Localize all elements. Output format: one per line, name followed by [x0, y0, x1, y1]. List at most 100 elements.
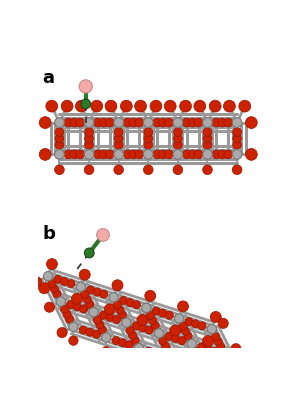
Circle shape [129, 332, 136, 339]
Circle shape [165, 333, 173, 341]
Circle shape [212, 151, 221, 160]
Circle shape [164, 347, 172, 355]
Circle shape [198, 322, 206, 330]
Circle shape [112, 280, 123, 291]
Circle shape [217, 343, 225, 351]
Circle shape [132, 322, 140, 330]
Circle shape [46, 101, 58, 113]
Circle shape [120, 101, 132, 113]
Circle shape [85, 141, 93, 150]
Circle shape [123, 119, 132, 128]
Circle shape [73, 303, 81, 311]
Circle shape [211, 347, 219, 355]
Circle shape [48, 280, 56, 288]
Circle shape [220, 350, 229, 359]
Circle shape [232, 389, 242, 398]
Circle shape [135, 101, 146, 113]
Circle shape [71, 294, 82, 305]
Circle shape [182, 119, 191, 128]
Circle shape [182, 327, 190, 335]
Circle shape [173, 141, 182, 150]
Circle shape [61, 306, 69, 313]
Circle shape [105, 151, 114, 160]
Circle shape [106, 314, 114, 321]
Circle shape [202, 336, 214, 347]
Circle shape [70, 119, 79, 128]
Circle shape [203, 166, 212, 175]
Circle shape [203, 150, 212, 160]
Circle shape [114, 119, 124, 128]
Circle shape [159, 151, 167, 160]
Circle shape [245, 117, 257, 129]
Circle shape [194, 353, 202, 361]
Circle shape [79, 326, 87, 334]
Circle shape [175, 314, 184, 323]
Circle shape [66, 315, 74, 324]
Circle shape [97, 229, 110, 242]
Circle shape [173, 128, 182, 137]
Circle shape [53, 290, 61, 298]
Circle shape [105, 119, 114, 128]
Circle shape [173, 119, 183, 128]
Circle shape [55, 135, 64, 144]
Circle shape [39, 149, 51, 161]
Circle shape [89, 308, 98, 317]
Circle shape [224, 151, 233, 160]
Circle shape [80, 305, 88, 313]
Circle shape [76, 282, 86, 292]
Circle shape [149, 317, 157, 325]
Circle shape [85, 128, 93, 137]
Circle shape [167, 354, 176, 363]
Circle shape [133, 301, 140, 309]
Circle shape [165, 312, 173, 319]
Circle shape [137, 315, 148, 326]
Circle shape [81, 291, 89, 299]
Circle shape [99, 312, 107, 319]
Circle shape [81, 100, 91, 110]
Circle shape [184, 333, 192, 340]
Circle shape [86, 328, 94, 336]
Circle shape [91, 101, 103, 113]
Circle shape [94, 119, 102, 128]
Circle shape [224, 119, 233, 128]
Circle shape [129, 119, 138, 128]
Circle shape [101, 347, 111, 356]
Circle shape [244, 369, 254, 379]
Circle shape [145, 326, 153, 334]
Circle shape [84, 248, 94, 258]
Circle shape [101, 333, 111, 342]
Circle shape [143, 150, 153, 160]
Circle shape [135, 119, 144, 128]
Circle shape [126, 326, 134, 335]
Circle shape [146, 312, 154, 320]
Circle shape [86, 301, 94, 309]
Circle shape [194, 119, 203, 128]
Circle shape [197, 358, 205, 366]
Circle shape [209, 101, 221, 113]
Circle shape [44, 272, 53, 281]
Circle shape [144, 135, 153, 144]
Text: a: a [42, 69, 54, 87]
Circle shape [171, 335, 179, 343]
Circle shape [129, 151, 138, 160]
Circle shape [232, 150, 242, 160]
Circle shape [204, 345, 212, 353]
Circle shape [233, 135, 242, 144]
Circle shape [57, 328, 67, 338]
Circle shape [70, 151, 79, 160]
Circle shape [191, 320, 200, 328]
Circle shape [64, 151, 73, 160]
Circle shape [79, 270, 90, 281]
Circle shape [233, 141, 242, 150]
Circle shape [153, 119, 161, 128]
Circle shape [245, 149, 257, 161]
Circle shape [232, 166, 242, 175]
Circle shape [178, 301, 188, 312]
Circle shape [212, 119, 221, 128]
Circle shape [87, 286, 95, 294]
Circle shape [54, 276, 62, 284]
Circle shape [192, 348, 200, 355]
Circle shape [83, 296, 91, 304]
Circle shape [118, 311, 127, 319]
Circle shape [64, 119, 73, 128]
